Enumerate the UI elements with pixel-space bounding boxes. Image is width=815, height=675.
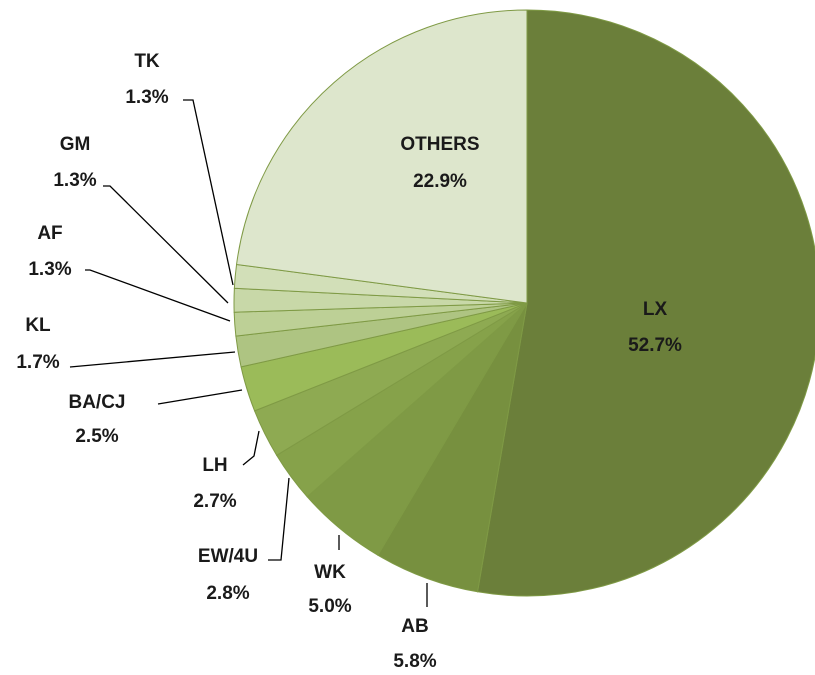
slice-label: LX (643, 299, 668, 320)
leader-line (103, 185, 229, 304)
value-label: 1.3% (125, 87, 168, 108)
slice-label: WK (314, 562, 346, 583)
slice-label: TK (134, 51, 160, 72)
value-label: 2.5% (75, 426, 118, 447)
leader-line (85, 269, 231, 322)
slice-label: LH (202, 455, 227, 476)
slice-label: GM (60, 134, 91, 155)
pie-slice (235, 9, 528, 304)
value-label: 2.8% (206, 583, 249, 604)
slice-label: EW/4U (198, 546, 258, 567)
slice-label: AB (401, 616, 428, 637)
leader-line (157, 389, 243, 405)
slice-label: AF (37, 223, 62, 244)
value-label: 5.0% (308, 596, 351, 617)
slice-label: OTHERS (400, 134, 479, 155)
value-label: 2.7% (193, 491, 236, 512)
slice-label: BA/CJ (68, 392, 125, 413)
value-label: 1.7% (16, 352, 59, 373)
value-label: 1.3% (28, 259, 71, 280)
value-label: 5.8% (393, 651, 436, 672)
pie-slice (476, 9, 815, 597)
value-label: 1.3% (53, 170, 96, 191)
leader-line (183, 99, 234, 286)
leader-line (242, 430, 260, 466)
slice-label: KL (25, 315, 51, 336)
value-label: 52.7% (628, 335, 682, 356)
leader-line (69, 351, 236, 368)
value-label: 22.9% (413, 171, 467, 192)
leader-line (268, 477, 290, 561)
